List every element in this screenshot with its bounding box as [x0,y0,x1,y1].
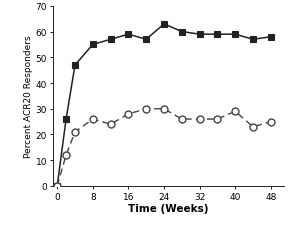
X-axis label: Time (Weeks): Time (Weeks) [128,203,209,213]
Y-axis label: Percent ACR20 Responders: Percent ACR20 Responders [24,35,33,158]
